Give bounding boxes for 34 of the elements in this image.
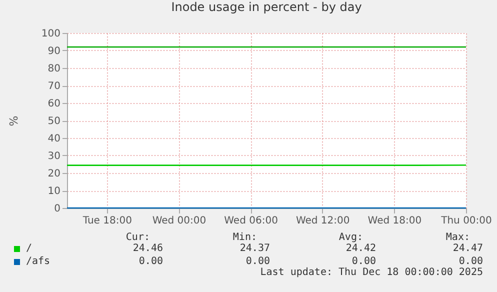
x-tick-label: Wed 06:00 <box>224 216 278 226</box>
y-tick-label: 40 <box>48 134 60 144</box>
x-tick-label: Thu 00:00 <box>440 216 492 226</box>
text: 24.46 <box>132 243 163 254</box>
legend-label: / <box>26 243 32 254</box>
text: Max: <box>446 232 470 243</box>
y-tick-label: 70 <box>48 81 60 92</box>
x-tick-label: Wed 00:00 <box>152 216 206 226</box>
x-tick-label: Wed 18:00 <box>368 216 422 226</box>
y-tick-label: 0 <box>54 204 60 214</box>
y-tick-label: 90 <box>48 46 60 57</box>
y-tick-label: 30 <box>48 151 60 162</box>
text: 24.37 <box>240 243 270 254</box>
text: 0.00 <box>352 256 376 267</box>
x-tick-label: Tue 18:00 <box>82 216 132 226</box>
text: Min: <box>232 232 257 243</box>
y-tick-label: 100 <box>41 28 60 40</box>
y-tick-label: 50 <box>48 116 60 127</box>
y-tick-label: 60 <box>48 98 60 110</box>
x-tick-label: Wed 12:00 <box>296 216 350 226</box>
y-tick-label: 80 <box>48 64 60 74</box>
legend-label: /afs <box>26 256 50 267</box>
text: 0.00 <box>458 256 483 267</box>
y-axis-title: % <box>7 116 20 126</box>
text: 0.00 <box>246 256 270 267</box>
text: 0.00 <box>138 256 163 267</box>
text: Last update: Thu Dec 18 00:00:00 2025 <box>260 267 483 278</box>
text: Cur: <box>126 232 150 243</box>
text: Avg: <box>338 232 363 243</box>
text: 24.47 <box>452 243 483 254</box>
y-tick-label: 10 <box>48 186 60 197</box>
chart-title: Inode usage in percent - by day <box>171 0 362 14</box>
y-tick-label: 20 <box>48 168 60 180</box>
text: 24.42 <box>346 243 376 254</box>
